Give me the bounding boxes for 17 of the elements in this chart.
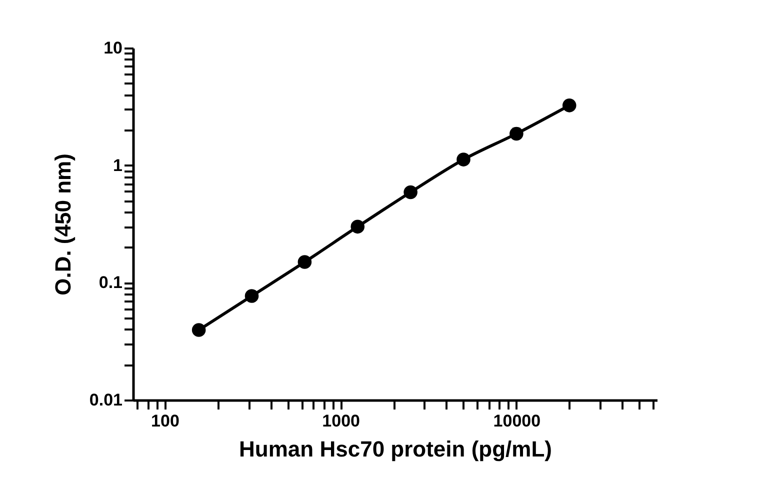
point (404, 185, 418, 200)
y-tick-label: 10 (104, 38, 122, 58)
x-tick-label: 10000 (493, 412, 541, 430)
point (298, 255, 312, 269)
y-tick-label: 0.01 (89, 390, 122, 410)
point (192, 323, 206, 337)
x-tick-label: 1000 (322, 412, 360, 430)
y-tick-label: 1 (113, 156, 122, 175)
point (244, 289, 259, 303)
point (562, 98, 576, 112)
y-tick-label: 0.1 (98, 273, 122, 292)
y-axis-title: O.D. (450 nm) (50, 154, 76, 296)
x-axis-title: Human Hsc70 protein (pg/mL) (239, 436, 552, 462)
point (510, 126, 524, 141)
x-tick-label: 100 (151, 412, 180, 430)
point (350, 220, 365, 234)
point (456, 152, 470, 166)
